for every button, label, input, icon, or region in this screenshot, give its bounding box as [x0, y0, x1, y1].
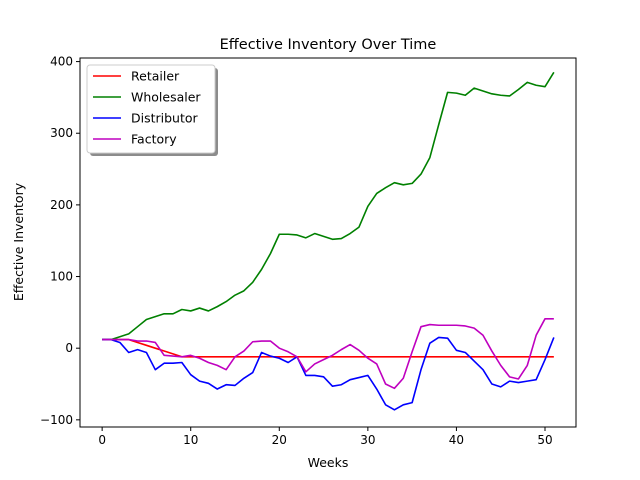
- plot-frame: [79, 57, 577, 428]
- axis-ticks: 0 10 20 30 40 50 −100 0 100 200 300 400: [40, 55, 553, 447]
- legend-box: [86, 64, 216, 154]
- x-tick-label: 0: [98, 433, 106, 447]
- legend-label: Retailer: [131, 69, 180, 84]
- x-tick-label: 30: [360, 433, 375, 447]
- y-tick-label: 200: [50, 198, 73, 212]
- y-axis-label: Effective Inventory: [11, 182, 26, 301]
- chart-title: Effective Inventory Over Time: [220, 37, 437, 53]
- legend: Retailer Wholesaler Distributor Factory: [86, 64, 218, 156]
- x-tick-label: 10: [183, 433, 198, 447]
- series-line-factory: [102, 318, 554, 390]
- y-tick-label: 300: [50, 126, 73, 140]
- series-line-distributor: [102, 336, 555, 411]
- x-tick-label: 40: [449, 433, 464, 447]
- x-axis-label: Weeks: [308, 455, 349, 470]
- legend-label: Factory: [131, 132, 177, 147]
- y-tick-label: 400: [50, 55, 73, 69]
- plot-area: [79, 57, 577, 428]
- series-line-wholesaler: [102, 71, 555, 341]
- legend-label: Wholesaler: [131, 90, 201, 105]
- x-tick-label: 50: [537, 433, 552, 447]
- x-tick-label: 20: [272, 433, 287, 447]
- legend-label: Distributor: [131, 111, 199, 126]
- y-tick-label: 0: [65, 341, 73, 355]
- y-tick-label: −100: [40, 413, 73, 427]
- y-tick-label: 100: [50, 270, 73, 284]
